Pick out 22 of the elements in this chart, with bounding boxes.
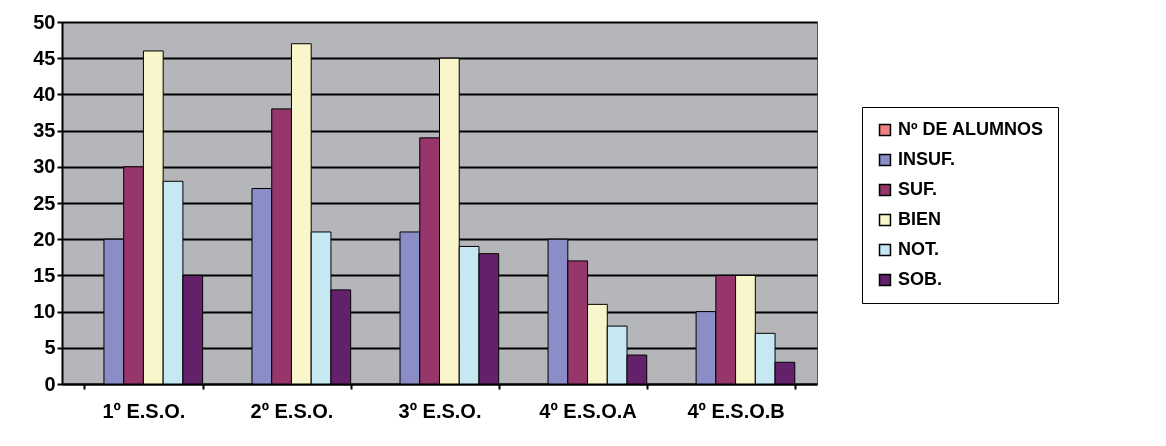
y-tick-label: 25 [33, 191, 56, 214]
legend-label: NOT. [898, 239, 940, 259]
x-tick-label: 2º E.S.O. [250, 399, 334, 422]
y-tick-label: 20 [33, 227, 56, 250]
legend-label: BIEN [898, 209, 942, 229]
x-tick-label: 3º E.S.O. [398, 399, 482, 422]
x-tick-label: 4º E.S.O.A [539, 399, 637, 422]
legend-label: INSUF. [898, 149, 956, 169]
y-tick-label: 50 [33, 10, 56, 33]
y-tick-label: 0 [44, 372, 56, 395]
y-tick-label: 40 [33, 82, 56, 105]
legend-label: Nº DE ALUMNOS [898, 119, 1043, 139]
y-tick-label: 5 [44, 336, 56, 359]
y-tick-label: 30 [33, 155, 56, 178]
y-tick-label: 35 [33, 119, 56, 142]
y-tick-label: 15 [33, 263, 56, 286]
legend-label: SUF. [898, 179, 938, 199]
x-tick-label: 4º E.S.O.B [687, 399, 785, 422]
x-tick-label: 1º E.S.O. [102, 399, 186, 422]
y-tick-label: 10 [33, 300, 56, 323]
y-tick-label: 45 [33, 46, 56, 69]
legend-label: SOB. [898, 269, 943, 289]
